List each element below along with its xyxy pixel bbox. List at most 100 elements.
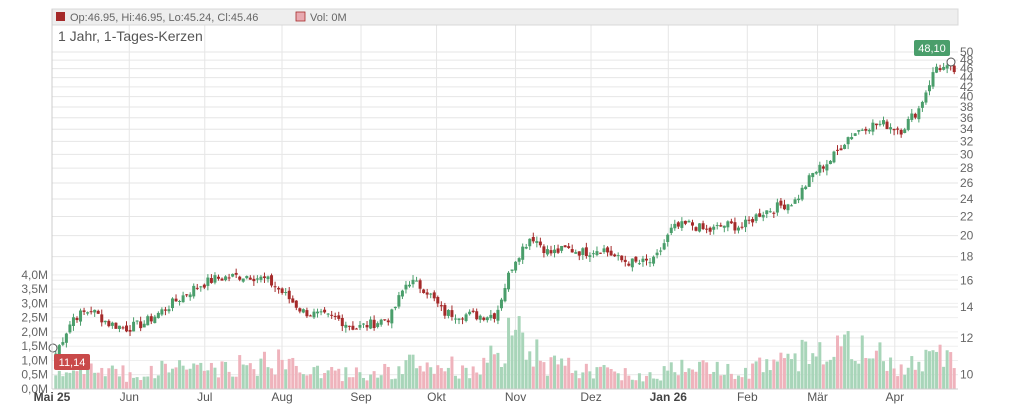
candle-body [595, 251, 599, 256]
volume-bar [931, 350, 935, 389]
volume-bar [471, 366, 475, 389]
volume-bar [114, 368, 118, 389]
volume-bar [333, 370, 337, 389]
candle-body [227, 277, 231, 279]
volume-bar [330, 367, 334, 389]
candle-body [96, 310, 100, 314]
candle-body [577, 251, 581, 256]
candle-body [676, 222, 680, 227]
candle-body [241, 278, 245, 282]
x-axis: Mai 25 Jun Jul Aug Sep Okt Nov Dez Jan 26 Feb Mär A… [34, 390, 904, 404]
candle-body [517, 258, 521, 262]
low-price-flag: 11,14 [54, 354, 90, 370]
candle-body [379, 319, 383, 325]
volume-bar [305, 375, 309, 389]
candle-body [82, 310, 86, 312]
candle-body [347, 325, 351, 327]
volume-bar [464, 367, 468, 389]
candle-body [453, 318, 457, 320]
volume-bar [185, 369, 189, 389]
volume-bar [326, 370, 330, 389]
candle-body [935, 66, 939, 73]
volume-bar [347, 377, 351, 389]
candle-body [853, 133, 857, 136]
volume-bar [574, 370, 578, 389]
candle-body [496, 309, 500, 321]
volume-bar [64, 372, 68, 389]
volume-bar [393, 378, 397, 389]
price-tick-label: 36 [960, 111, 974, 125]
volume-bar [153, 378, 157, 389]
candle-body [386, 320, 390, 323]
volume-bar [450, 356, 454, 389]
candle-body [563, 245, 567, 248]
candle-body [881, 120, 885, 125]
volume-bar [708, 373, 712, 389]
x-tick-label: Okt [427, 390, 446, 404]
volume-bar [54, 375, 58, 389]
volume-bar [93, 372, 97, 389]
volume-bar [563, 365, 567, 389]
candle-body [245, 276, 249, 279]
volume-bar [273, 374, 277, 389]
price-tick-label: 10 [960, 367, 974, 381]
candle-body [209, 278, 213, 283]
volume-bar [376, 377, 380, 389]
volume-bar [531, 366, 535, 389]
volume-bar [864, 357, 868, 389]
volume-bar [245, 365, 249, 389]
volume-bar [507, 317, 511, 389]
volume-bar [811, 353, 815, 389]
candle-body [549, 250, 553, 254]
volume-bar [584, 363, 588, 389]
candle-body [715, 225, 719, 227]
candle-body [301, 309, 305, 313]
candle-body [358, 325, 362, 328]
volume-bar [252, 369, 256, 389]
volume-bar [174, 367, 178, 389]
last-price-label: 48,10 [918, 43, 946, 55]
volume-bar [694, 371, 698, 389]
candle-body [765, 210, 769, 215]
volume-bar [924, 349, 928, 389]
volume-bar [782, 358, 786, 389]
candle-body [669, 227, 673, 233]
volume-bar [669, 362, 673, 389]
volume-bar [365, 380, 369, 389]
candle-body [744, 219, 748, 228]
x-tick-label: Mai 25 [34, 390, 71, 404]
candle-body [468, 311, 472, 315]
candle-body [878, 123, 882, 125]
price-tick-label: 20 [960, 229, 974, 243]
volume-bar [836, 335, 840, 389]
candle-body [782, 204, 786, 210]
candle-body [231, 273, 235, 277]
candle-body [383, 319, 387, 321]
volume-bar [556, 364, 560, 389]
candle-body [199, 286, 203, 288]
volume-bar [885, 370, 889, 389]
volume-bar [160, 360, 164, 389]
candle-body [630, 258, 634, 268]
candle-body [333, 315, 337, 318]
candle-body [351, 325, 355, 330]
volume-bar [874, 350, 878, 389]
candle-body [316, 311, 320, 314]
volume-bar [400, 374, 404, 389]
candle-body [89, 311, 93, 313]
candle-body [917, 108, 921, 120]
volume-bar [170, 368, 174, 389]
candle-body [262, 276, 266, 279]
volume-bar [340, 381, 344, 389]
candle-body [761, 214, 765, 218]
candle-body [192, 285, 196, 297]
candle-body [142, 323, 146, 328]
candle-body [779, 200, 783, 206]
price-tick-label: 18 [960, 250, 974, 264]
candle-body [644, 258, 648, 261]
volume-bar [927, 351, 931, 389]
candle-body [125, 325, 129, 332]
candle-body [100, 314, 104, 323]
price-tick-label: 44 [960, 71, 974, 85]
candle-body [535, 241, 539, 243]
